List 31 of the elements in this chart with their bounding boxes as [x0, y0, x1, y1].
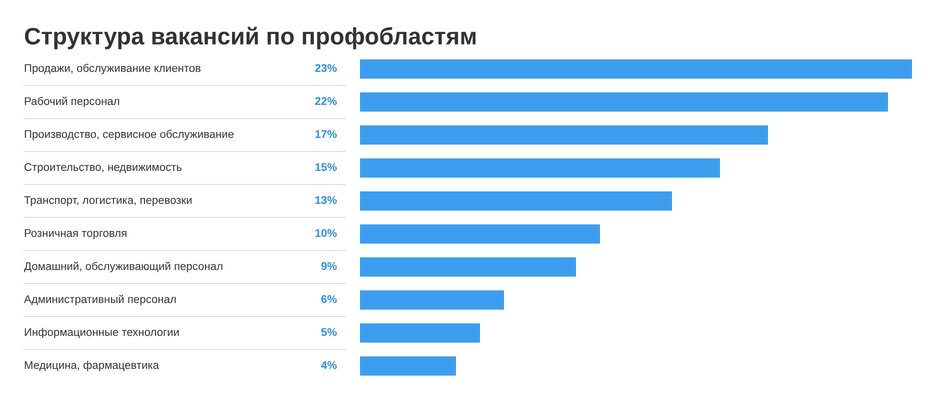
- bar: [360, 158, 720, 178]
- data-label: 10%: [315, 229, 337, 237]
- bar: [360, 224, 600, 244]
- bar: [360, 125, 768, 145]
- y-tick-label: Производство, сервисное обслуживание: [24, 130, 234, 140]
- y-tick-label: Розничная торговля: [24, 229, 126, 240]
- data-label: 6%: [321, 295, 337, 303]
- data-label: 9%: [321, 262, 337, 270]
- data-label: 22%: [315, 97, 337, 105]
- data-label: 15%: [315, 163, 337, 171]
- y-tick-label: Продажи, обслуживание клиентов: [24, 64, 200, 74]
- bar: [360, 290, 504, 310]
- y-tick-label: Строительство, недвижимость: [24, 163, 182, 174]
- y-tick-label: Рабочий персонал: [24, 96, 120, 108]
- data-label: 17%: [315, 130, 337, 138]
- bar: [360, 257, 576, 277]
- y-tick-label: Домашний, обслуживающий персонал: [24, 262, 222, 272]
- bar: [360, 323, 480, 343]
- y-tick-label: Информационные технологии: [24, 328, 179, 338]
- y-tick-label: Медицина, фармацевтика: [24, 360, 160, 372]
- bar: [360, 59, 912, 79]
- chart-title: Структура вакансий по профобластям: [24, 26, 476, 50]
- data-label: 4%: [321, 361, 337, 369]
- y-tick-label: Транспорт, логистика, перевозки: [24, 196, 192, 206]
- y-tick-label: Административный персонал: [24, 294, 176, 306]
- bar: [360, 356, 456, 376]
- data-label: 23%: [315, 64, 337, 72]
- data-label: 5%: [321, 328, 337, 336]
- bar: [360, 191, 672, 211]
- data-label: 13%: [315, 196, 337, 204]
- bar: [360, 92, 888, 112]
